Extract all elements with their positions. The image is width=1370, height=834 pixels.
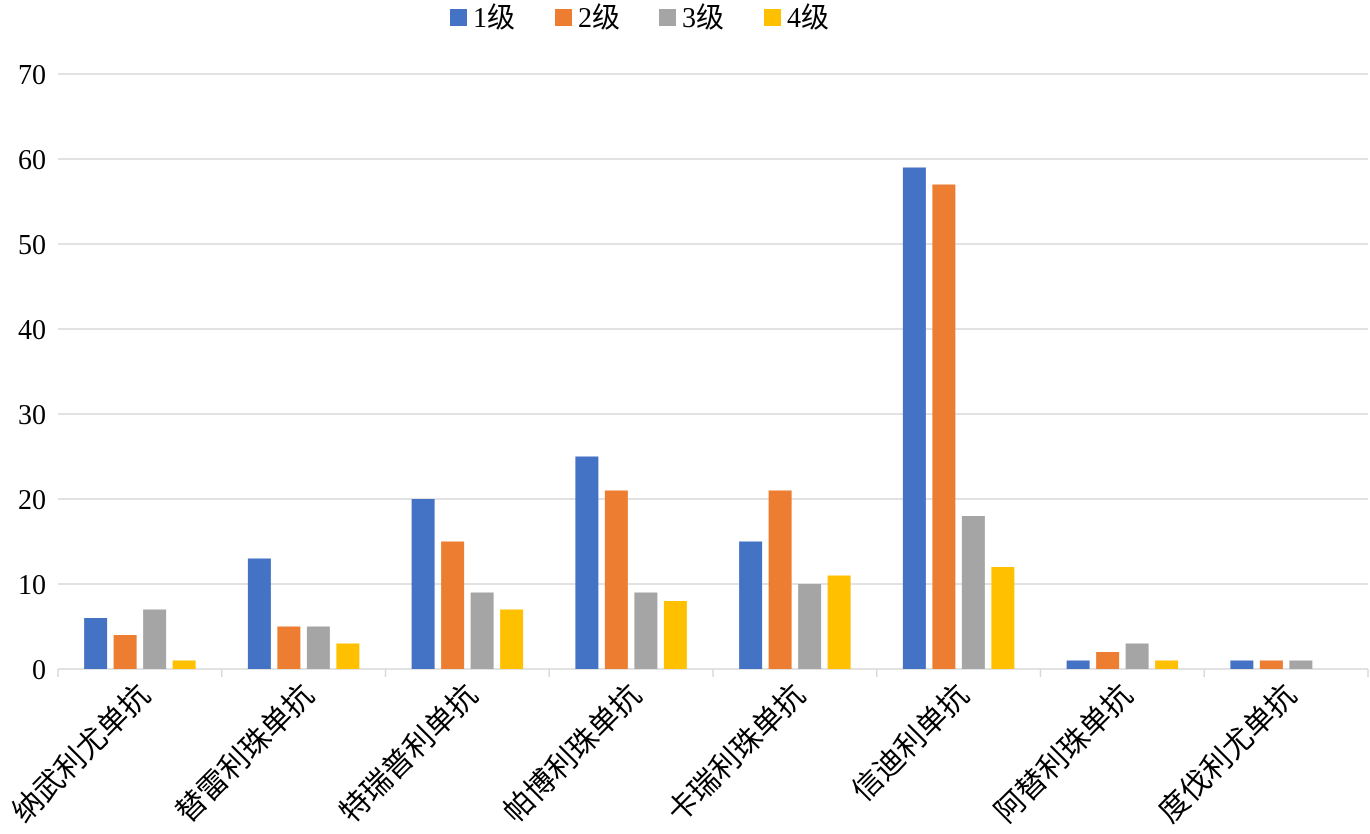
legend-swatch [450,9,467,26]
y-tick-label: 70 [18,60,46,91]
bar [84,618,108,669]
bar [902,167,926,669]
bar [575,456,599,669]
y-tick-label: 40 [18,315,46,346]
x-category-label: 纳武利尤单抗 [6,679,157,829]
x-axis-categories: 纳武利尤单抗 替雷利珠单抗 特瑞普利单抗 帕博利珠单抗 卡瑞利珠单抗 信迪利单抗 阿替利珠单… [6,679,1303,830]
bar [961,516,985,669]
bar [470,592,494,669]
bar [247,558,271,669]
legend-label: 4级 [787,2,829,34]
bar [411,499,435,669]
bar [991,567,1015,669]
bar [634,592,658,669]
legend-swatch [555,9,572,26]
bar [827,575,851,669]
y-tick-label: 0 [32,655,46,686]
legend: 1级 2级 3级 4级 [450,2,829,34]
y-axis-ticks: 0 10 20 30 40 50 60 70 [18,60,46,686]
bar [143,609,167,669]
x-category-label: 帕博利珠单抗 [497,679,648,829]
bar [113,635,137,669]
axes [57,668,1369,677]
y-tick-label: 30 [18,400,46,431]
y-tick-label: 60 [18,145,46,176]
bars [84,167,1313,669]
legend-label: 2级 [578,2,620,34]
gridlines [58,73,1368,585]
x-category-label: 阿替利珠单抗 [989,679,1140,829]
x-category-label: 特瑞普利单抗 [334,679,485,829]
bar [306,626,330,669]
bar [739,541,763,669]
bar [1230,660,1254,669]
bar [500,609,524,669]
bar [336,643,360,669]
y-tick-label: 50 [18,230,46,261]
bar [1289,660,1313,669]
bar [663,601,687,669]
y-tick-label: 20 [18,485,46,516]
bar [604,490,628,669]
y-tick-label: 10 [18,570,46,601]
bar [932,184,956,669]
legend-label: 1级 [473,2,515,34]
bar [768,490,792,669]
bar [277,626,301,669]
x-category-label: 卡瑞利珠单抗 [661,679,812,829]
legend-swatch [659,9,676,26]
bar [1066,660,1090,669]
bar [1259,660,1283,669]
bar [1155,660,1179,669]
x-category-label: 信迪利单抗 [846,679,975,808]
legend-label: 3级 [682,2,724,34]
bar [798,584,822,669]
bar [1125,643,1149,669]
x-category-label: 度伐利尤单抗 [1152,679,1303,829]
bar [441,541,465,669]
bar [172,660,196,669]
legend-swatch [764,9,781,26]
x-category-label: 替雷利珠单抗 [170,679,321,829]
bar [1096,652,1120,669]
